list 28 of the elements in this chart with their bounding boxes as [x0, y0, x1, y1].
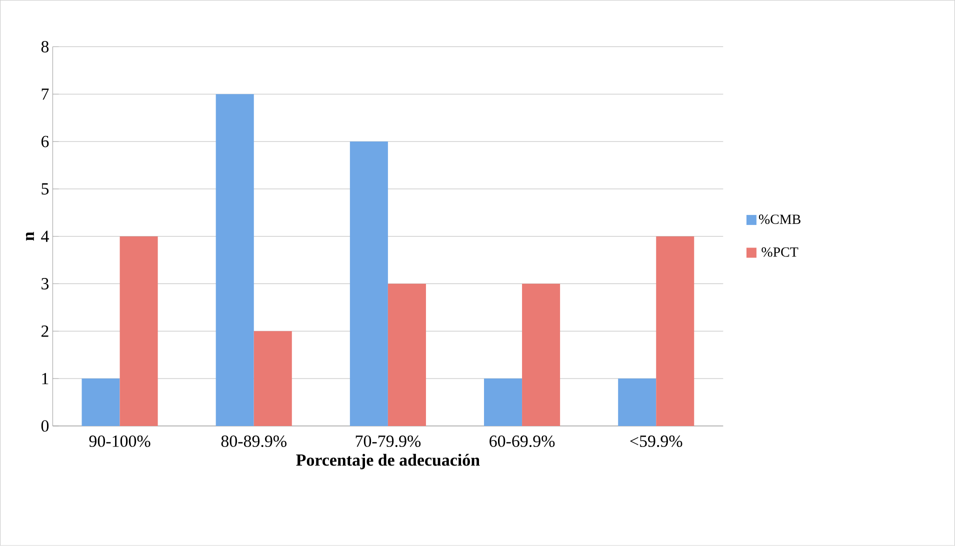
legend-label: %PCT: [762, 247, 798, 257]
bar: [82, 378, 120, 426]
x-tick-label: 80-89.9%: [221, 436, 286, 448]
y-tick-label: 6: [41, 136, 49, 148]
bar: [254, 331, 292, 426]
y-tick-label: 2: [41, 326, 48, 337]
bar: [522, 284, 560, 426]
bar: [350, 142, 388, 426]
y-tick-label: 0: [41, 420, 49, 432]
x-tick-label: 90-100%: [89, 436, 150, 448]
x-tick-label: 60-69.9%: [490, 436, 555, 448]
y-tick-label: 3: [42, 278, 49, 290]
x-axis-title: Porcentaje de adecuación: [296, 454, 480, 470]
y-tick-label: 1: [42, 373, 48, 384]
y-tick-label: 8: [41, 41, 49, 53]
y-tick-label: 7: [42, 88, 49, 100]
y-axis-title: n: [26, 232, 34, 241]
y-tick-label: 5: [42, 183, 49, 195]
bar: [388, 284, 426, 426]
bar: [120, 236, 158, 426]
x-tick-label: <59.9%: [630, 436, 682, 448]
bar: [656, 236, 694, 426]
bar: [216, 94, 254, 426]
bar: [484, 378, 522, 426]
legend-label: %CMB: [758, 214, 800, 224]
bar: [618, 378, 656, 426]
x-tick-label: 70-79.9%: [356, 436, 421, 448]
y-tick-label: 4: [41, 230, 49, 242]
